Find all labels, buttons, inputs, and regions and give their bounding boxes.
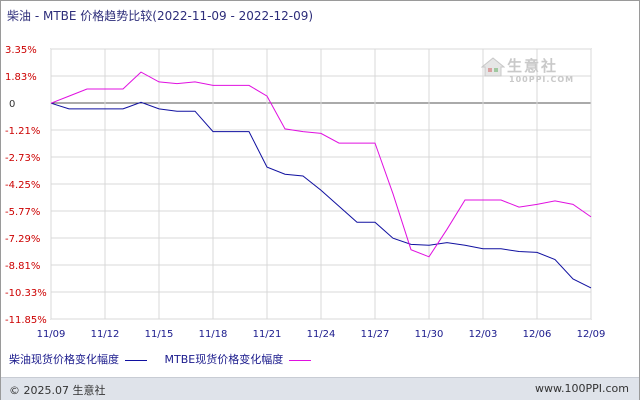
y-tick-label: -8.81% (5, 261, 40, 272)
x-tick-label: 11/21 (253, 329, 282, 340)
y-tick-label: 0 (9, 99, 15, 110)
x-tick-label: 12/06 (523, 329, 552, 340)
chart-title: 柴油 - MTBE 价格趋势比较(2022-11-09 - 2022-12-09… (7, 9, 314, 23)
legend-swatch-mtbe (289, 359, 312, 361)
x-tick-label: 11/30 (415, 329, 444, 340)
y-tick-label: 1.83% (5, 72, 37, 83)
y-tick-label: -1.21% (5, 126, 40, 137)
legend-item-diesel: 柴油现货价格变化幅度 (9, 351, 147, 367)
x-tick-label: 11/27 (361, 329, 390, 340)
mtbe-series-line (50, 71, 592, 258)
x-tick-label: 12/03 (469, 329, 498, 340)
legend-swatch-diesel (125, 359, 147, 361)
x-tick-label: 11/09 (37, 329, 66, 340)
y-tick-label: -10.33% (5, 288, 47, 299)
chart-legend: 柴油现货价格变化幅度 MTBE现货价格变化幅度 (9, 351, 325, 367)
footer-copyright: © 2025.07 生意社 (9, 384, 106, 397)
legend-label-mtbe: MTBE现货价格变化幅度 (164, 353, 284, 366)
watermark-name: 生意社 (507, 57, 559, 75)
y-tick-label: 3.35% (5, 45, 37, 56)
y-tick-label: -7.29% (5, 234, 40, 245)
y-tick-label: -4.25% (5, 180, 40, 191)
legend-item-mtbe: MTBE现货价格变化幅度 (165, 351, 312, 367)
line-chart: 3.35% 1.83% 0 -1.21% -2.73% -4.25% -5.77% -7.29… (5, 45, 606, 340)
house-logo-icon (481, 57, 505, 77)
x-tick-label: 11/12 (91, 329, 120, 340)
diesel-series-line (50, 101, 592, 289)
x-tick-label: 11/15 (145, 329, 174, 340)
x-tick-label: 11/24 (307, 329, 336, 340)
footer-bar: © 2025.07 生意社 www.100PPI.com (1, 377, 639, 400)
y-tick-label: -5.77% (5, 207, 40, 218)
x-tick-label: 12/09 (577, 329, 606, 340)
y-tick-label: -11.85% (5, 315, 47, 326)
watermark-site: 100PPI.COM (509, 75, 575, 84)
footer-site-link[interactable]: www.100PPI.com (535, 382, 629, 395)
x-tick-label: 11/18 (199, 329, 228, 340)
y-tick-label: -2.73% (5, 153, 40, 164)
legend-label-diesel: 柴油现货价格变化幅度 (9, 353, 119, 366)
